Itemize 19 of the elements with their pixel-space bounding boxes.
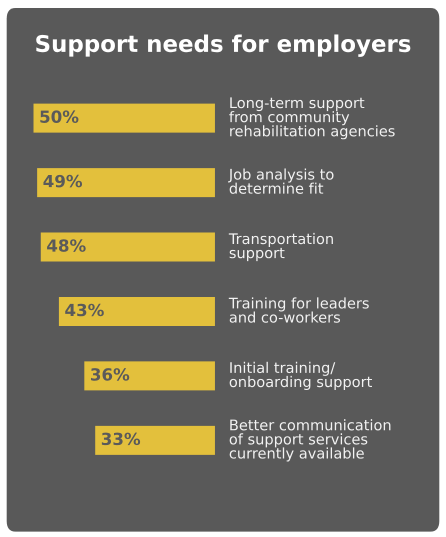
y-tick-label: Initial training/ onboarding support — [230, 362, 372, 390]
y-tick-label: Long-term support from community rehabilitation agencies — [229, 97, 395, 140]
bar — [37, 168, 215, 198]
bar — [58, 296, 215, 326]
data-label: 48% — [47, 239, 86, 252]
y-tick-label: Training for leaders and co-workers — [228, 297, 369, 323]
data-label: 49% — [43, 174, 82, 188]
bar — [34, 104, 215, 133]
bar — [84, 361, 215, 390]
data-label: 43% — [65, 304, 104, 316]
chart-title: Support needs for employers — [36, 34, 410, 57]
data-label: 33% — [102, 432, 140, 446]
data-label: 50% — [40, 110, 78, 123]
y-tick-label: Job analysis to determine fit — [228, 168, 334, 194]
y-tick-label: Better communication of support services currently available — [230, 419, 390, 462]
bar — [95, 426, 215, 455]
bar — [40, 232, 215, 262]
data-label: 36% — [90, 368, 130, 381]
y-tick-label: Transportation support — [228, 232, 333, 262]
